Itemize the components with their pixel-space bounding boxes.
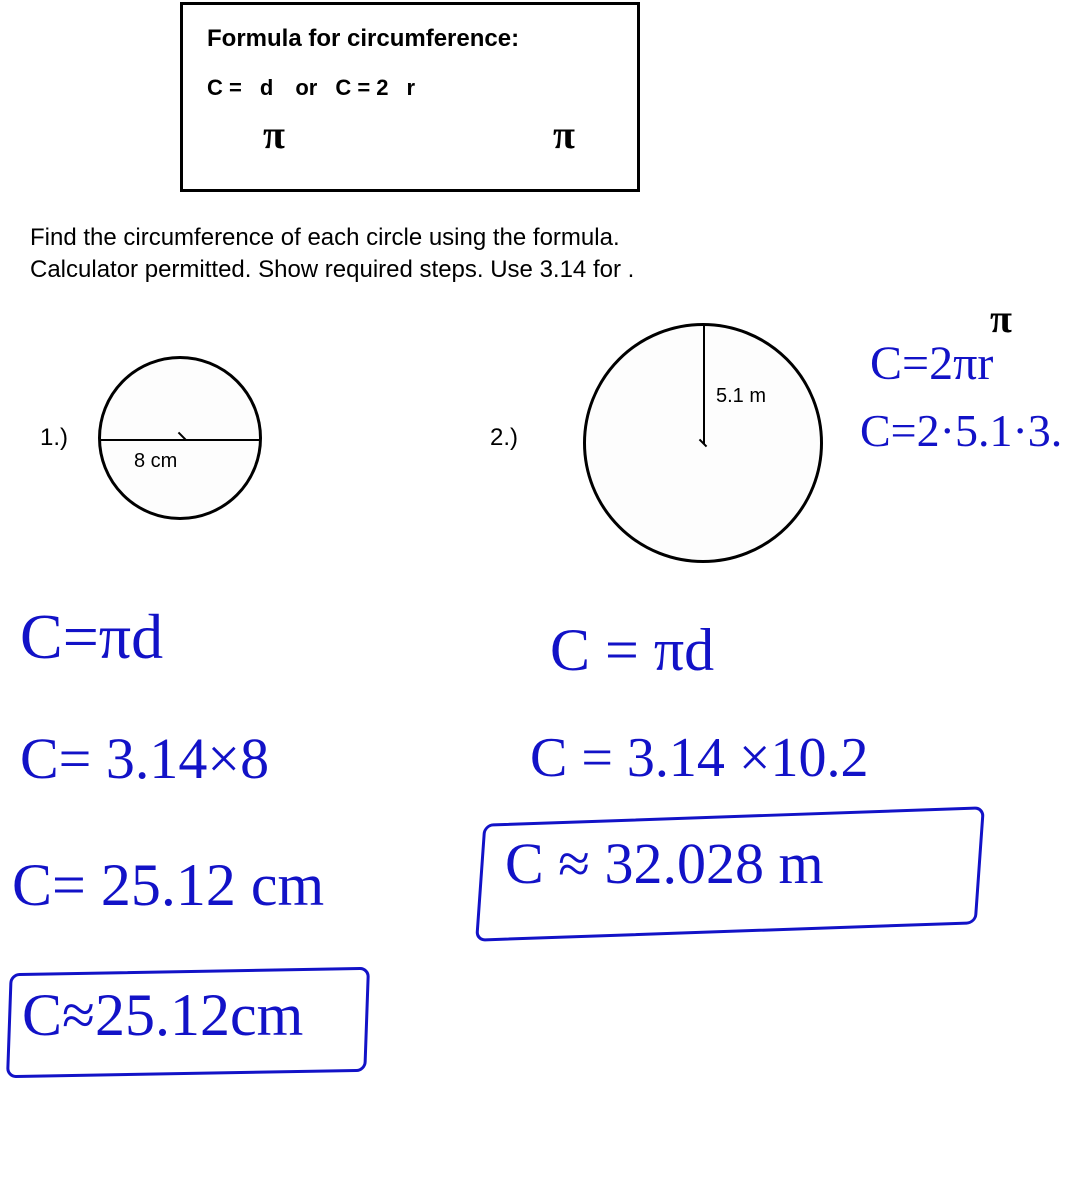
p2-work-line-2: C = 3.14 ×10.2 xyxy=(530,730,869,786)
problem-2-circle-label: 5.1 m xyxy=(716,385,766,408)
problem-1-number: 1.) xyxy=(40,424,68,452)
instructions: Find the circumference of each circle us… xyxy=(30,222,634,287)
p2-sidenote-1: C=2πr xyxy=(870,340,993,388)
formula-c-eq: C = xyxy=(207,75,242,101)
formula-d: d xyxy=(260,75,273,101)
p2-work-line-1: C = πd xyxy=(550,620,714,680)
p1-work-line-3: C= 25.12 cm xyxy=(12,855,324,915)
pi-floating: π xyxy=(990,295,1012,342)
p1-work-line-4: C≈25.12cm xyxy=(22,985,303,1045)
instructions-line2: Calculator permitted. Show required step… xyxy=(30,254,634,286)
problem-2-number: 2.) xyxy=(490,424,518,452)
formula-or: or xyxy=(295,75,317,101)
pi-symbol-under-d: π xyxy=(263,111,285,158)
problem-2-circle xyxy=(583,323,823,563)
p2-sidenote-2: C=2·5.1·3.14 xyxy=(860,408,1066,454)
p1-work-line-2: C= 3.14×8 xyxy=(20,730,269,788)
pi-symbol-right: π xyxy=(553,111,575,158)
p1-work-line-1: C=πd xyxy=(20,605,163,669)
instructions-line1: Find the circumference of each circle us… xyxy=(30,222,634,254)
formula-c-eq2: C = 2 xyxy=(335,75,388,101)
formula-r: r xyxy=(407,75,416,101)
formula-title: Formula for circumference: xyxy=(207,25,613,53)
problem-1-circle xyxy=(98,356,262,520)
p2-work-line-3: C ≈ 32.028 m xyxy=(505,835,824,893)
formula-line: C = d or C = 2 r xyxy=(207,75,613,101)
problem-1-circle-label: 8 cm xyxy=(134,450,177,473)
formula-box: Formula for circumference: C = d or C = … xyxy=(180,2,640,192)
problem-1-diameter-line xyxy=(101,439,259,441)
problem-2-radius-line xyxy=(703,326,705,444)
